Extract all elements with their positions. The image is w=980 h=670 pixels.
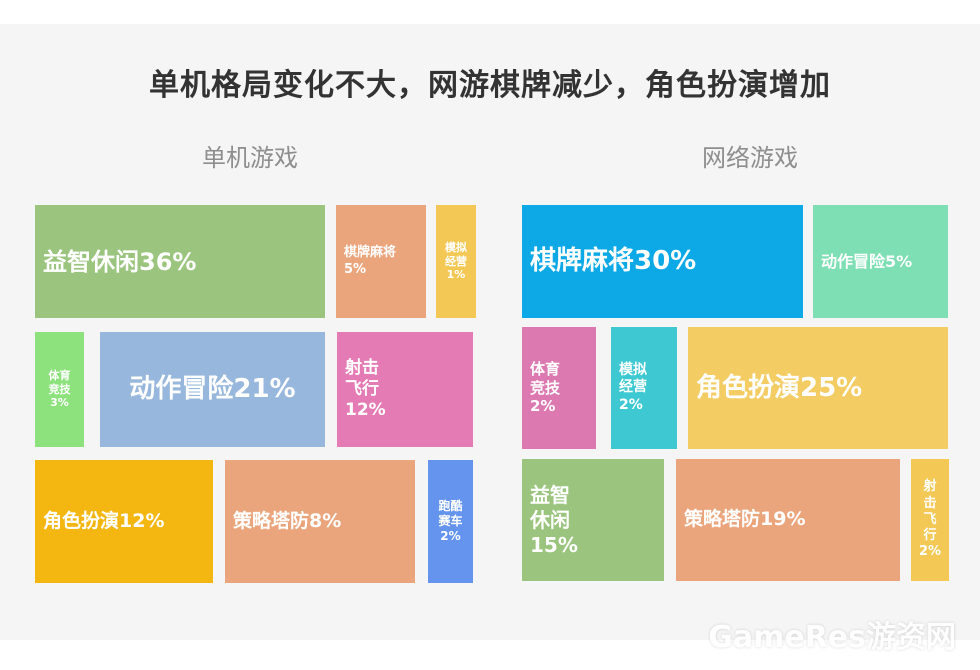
- online-tile-4: 角色扮演25%: [688, 327, 948, 449]
- online-tile-0: 棋牌麻将30%: [522, 205, 803, 318]
- tile-label-line: 竞技: [48, 382, 71, 396]
- chart-title-online: 网络游戏: [702, 144, 798, 172]
- tile-label-line: 体育: [530, 359, 561, 378]
- tile-label-line: 角色扮演25%: [696, 372, 863, 403]
- tile-label-line: 15%: [530, 532, 578, 557]
- tile-label-line: 策略塔防8%: [233, 509, 342, 532]
- tile-label-line: 益智: [530, 482, 570, 507]
- online-tile-7: 射击 飞行 2%: [911, 459, 949, 581]
- online-tile-5: 益智 休闲 15%: [522, 459, 664, 581]
- single-tile-1: 棋牌麻将 5%: [336, 205, 426, 318]
- tile-label-line: 动作冒险21%: [129, 374, 296, 405]
- tile-label-line: 飞行: [345, 378, 379, 399]
- single-tile-4: 动作冒险21%: [100, 332, 325, 447]
- tile-label-line: 策略塔防19%: [684, 508, 806, 531]
- tile-label-line: 模拟: [619, 361, 647, 378]
- tile-label-line: 12%: [345, 400, 386, 421]
- single-tile-8: 跑酷 赛车 2%: [428, 460, 473, 583]
- tile-label-line: 2%: [619, 396, 643, 413]
- single-tile-2: 模拟 经营 1%: [436, 205, 476, 318]
- single-tile-5: 射击 飞行 12%: [337, 332, 473, 447]
- tile-label-line: 3%: [50, 396, 69, 410]
- tile-label-line: 体育: [48, 368, 71, 382]
- tile-label-line: 2%: [918, 544, 942, 560]
- online-tile-2: 体育 竞技 2%: [522, 327, 596, 449]
- tile-label-line: 射击: [923, 479, 937, 511]
- tile-label-line: 1%: [446, 268, 466, 282]
- single-tile-0: 益智休闲36%: [35, 205, 325, 318]
- tile-label-line: 角色扮演12%: [43, 509, 165, 532]
- tile-label-line: 棋牌麻将 5%: [344, 245, 397, 277]
- tile-label-line: 射击: [345, 357, 379, 378]
- online-tile-6: 策略塔防19%: [676, 459, 900, 581]
- tile-label-line: 跑酷: [438, 499, 463, 513]
- tile-label-line: 模拟: [445, 240, 467, 254]
- tile-label-line: 赛车: [438, 514, 463, 528]
- tile-label-line: 经营: [619, 379, 647, 396]
- tile-label-line: 经营: [445, 254, 467, 268]
- chart-title-single: 单机游戏: [202, 144, 298, 172]
- tile-label-line: 2%: [440, 529, 461, 543]
- page-title: 单机格局变化不大，网游棋牌减少，角色扮演增加: [149, 68, 831, 103]
- tile-label-line: 休闲: [530, 507, 570, 532]
- online-tile-3: 模拟 经营 2%: [611, 327, 677, 449]
- single-tile-6: 角色扮演12%: [35, 460, 213, 583]
- online-tile-1: 动作冒险5%: [813, 205, 948, 318]
- tile-label-line: 2%: [530, 397, 556, 416]
- watermark-logo: GameRes游资网: [708, 620, 956, 655]
- single-tile-3: 体育 竞技 3%: [35, 332, 84, 447]
- tile-label-line: 竞技: [530, 378, 561, 397]
- tile-label-line: 益智休闲36%: [43, 247, 197, 276]
- tile-label-line: 动作冒险5%: [821, 251, 913, 271]
- tile-label-line: 飞行: [923, 511, 937, 544]
- tile-label-line: 棋牌麻将30%: [530, 246, 697, 277]
- single-tile-7: 策略塔防8%: [225, 460, 415, 583]
